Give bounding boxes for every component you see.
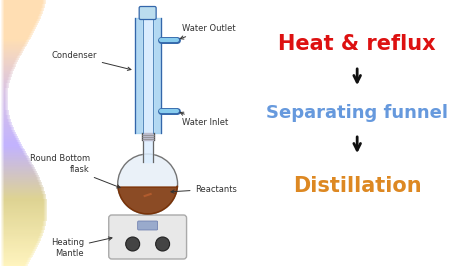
- FancyBboxPatch shape: [109, 215, 187, 259]
- Text: Heating
Mantle: Heating Mantle: [51, 237, 112, 258]
- Circle shape: [155, 237, 170, 251]
- Polygon shape: [118, 186, 178, 214]
- Circle shape: [118, 154, 178, 214]
- Text: Round Bottom
flask: Round Bottom flask: [30, 154, 120, 188]
- Text: Reactants: Reactants: [171, 185, 237, 193]
- Text: Separating funnel: Separating funnel: [266, 104, 448, 122]
- Text: Heat & reflux: Heat & reflux: [278, 34, 436, 54]
- Circle shape: [126, 237, 140, 251]
- FancyBboxPatch shape: [139, 6, 156, 19]
- Text: Condenser: Condenser: [51, 51, 131, 70]
- Text: Distillation: Distillation: [293, 176, 421, 196]
- FancyBboxPatch shape: [137, 221, 158, 230]
- Text: Water Outlet: Water Outlet: [180, 24, 235, 39]
- Text: Water Inlet: Water Inlet: [180, 112, 228, 127]
